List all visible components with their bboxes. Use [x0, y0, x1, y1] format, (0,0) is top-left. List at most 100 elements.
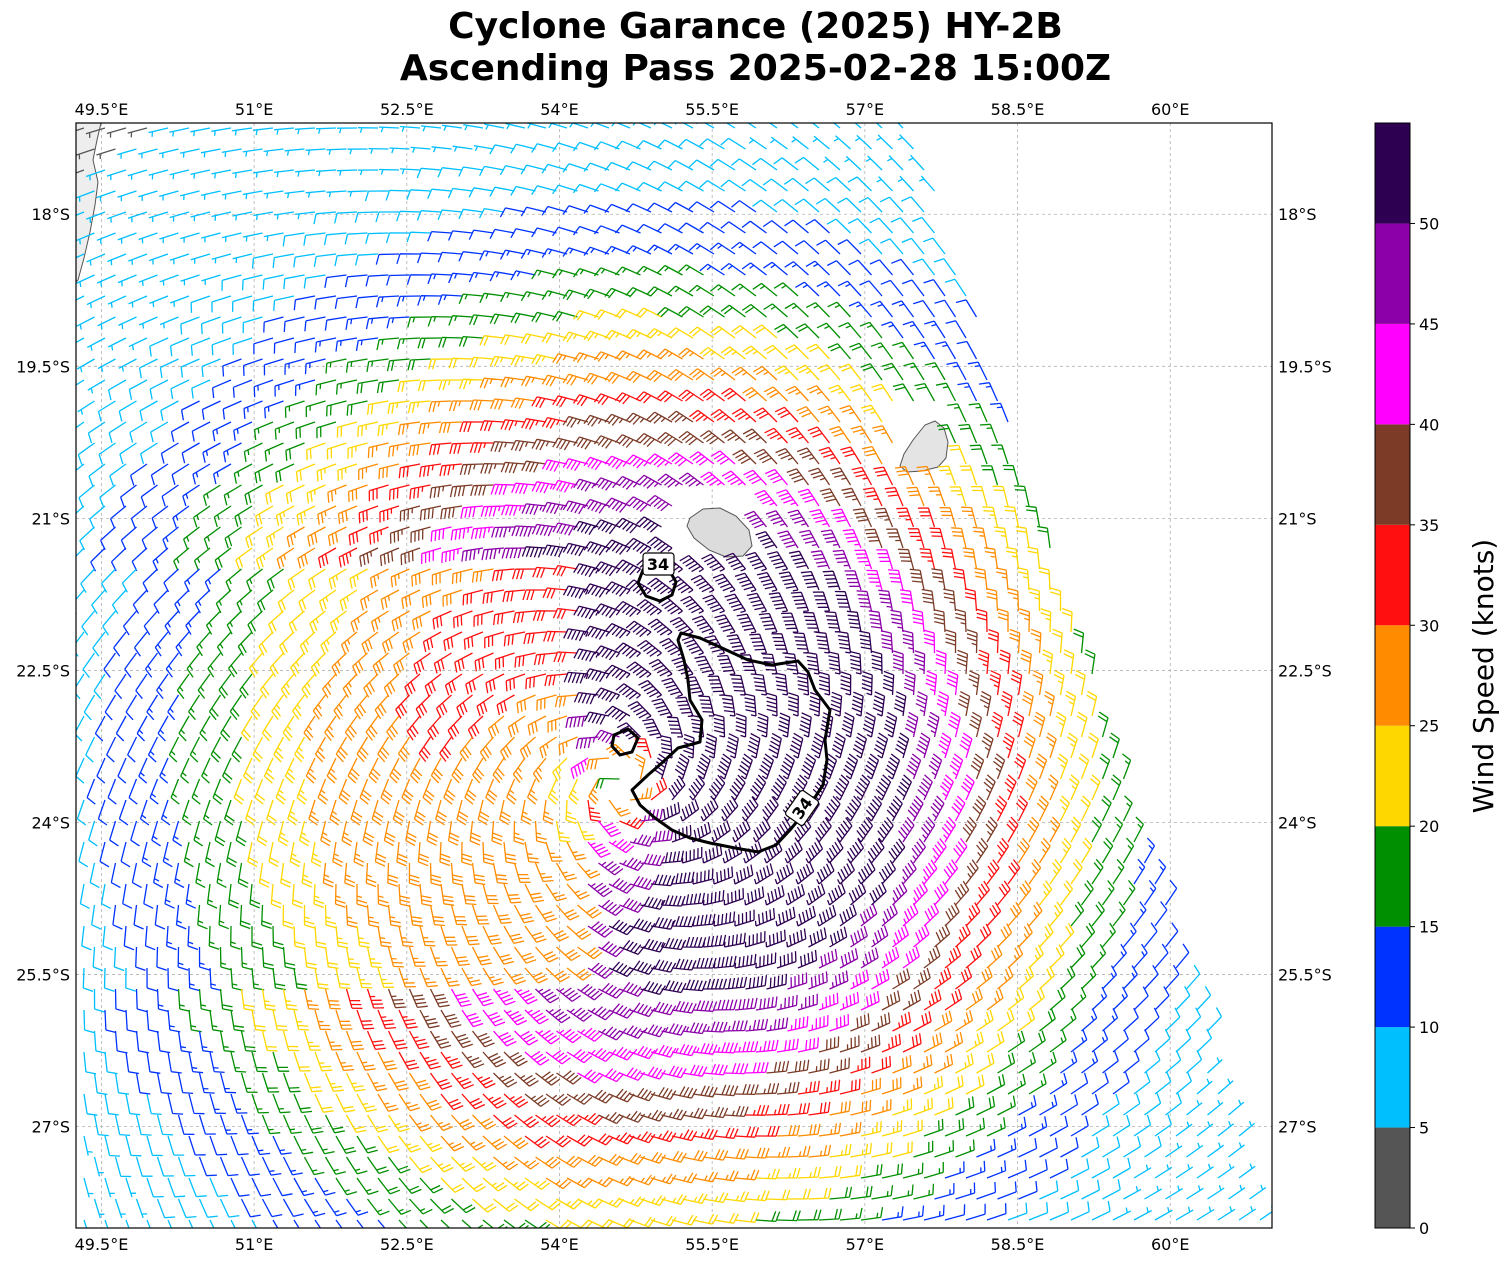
wind-barb-209 [201, 232, 221, 243]
wind-barb-790 [797, 488, 820, 507]
wind-barb-shape-463 [201, 358, 221, 377]
wind-barb-1132 [280, 673, 295, 699]
wind-barb-shape-837 [917, 507, 936, 528]
wind-barb-1203 [752, 673, 768, 696]
wind-barb-1209 [882, 670, 895, 696]
wind-barb-430 [396, 337, 421, 350]
wind-barb-910 [573, 563, 600, 578]
wind-barb-1079 [186, 652, 201, 678]
wind-barb-shape-1159 [849, 650, 862, 675]
wind-barb-shape-702 [689, 451, 715, 466]
wind-barb-shape-783 [562, 500, 589, 515]
wind-barb-24 [569, 123, 589, 129]
wind-barb-345 [417, 295, 442, 306]
wind-barb-1206 [818, 671, 831, 696]
wind-barb-379 [242, 316, 263, 334]
wind-barb-shape-364 [816, 281, 841, 297]
wind-barb-shape-1164 [956, 649, 969, 675]
wind-barb-1099 [593, 645, 621, 661]
wind-barb-shape-1172 [104, 694, 117, 721]
wind-barb-shape-582 [871, 383, 894, 402]
wind-barb-289 [138, 274, 158, 287]
wind-barb-765 [192, 505, 211, 528]
wind-barb-shape-53 [347, 148, 368, 155]
wind-barbs [76, 123, 1272, 1228]
wind-barb-shape-132 [305, 190, 326, 198]
wind-barb-shape-902 [411, 568, 431, 587]
wind-barb-908 [532, 566, 557, 579]
wind-barb-shape-881 [951, 527, 967, 549]
wind-barb-313 [635, 265, 662, 276]
wind-barb-1060 [781, 612, 799, 633]
wind-barb-shape-580 [828, 384, 852, 402]
wind-barb-1074 [82, 652, 96, 679]
wind-barb-487 [699, 346, 725, 360]
wind-barb-shape-92 [315, 169, 337, 177]
wind-barb-1246 [627, 701, 652, 719]
wind-barb-130 [263, 190, 284, 199]
wind-barb-1140 [444, 673, 463, 696]
wind-barb-449 [795, 323, 820, 339]
wind-barb-shape-527 [625, 370, 652, 383]
wind-barb-shape-937 [174, 589, 190, 614]
wind-barb-shape-565 [510, 397, 536, 409]
wind-barb-100 [479, 165, 505, 176]
wind-barb-shape-1126 [156, 673, 169, 700]
wind-barb-880 [929, 527, 946, 549]
wind-barb-shape-613 [583, 414, 610, 427]
wind-barb-shape-222 [468, 229, 494, 240]
wind-barb-shape-728 [368, 484, 389, 502]
wind-barb-shape-186 [562, 205, 589, 215]
wind-barb-1032 [196, 631, 211, 657]
wind-barb-952 [482, 589, 505, 604]
wind-barb-764 [172, 505, 190, 528]
wind-barb-624 [817, 405, 841, 423]
wind-barb-62 [531, 143, 557, 153]
wind-barb-shape-377 [200, 316, 221, 335]
wind-barb-498 [935, 341, 957, 360]
wind-barb-shape-1040 [361, 631, 379, 655]
wind-barb-220 [427, 230, 452, 242]
wind-barb-249 [169, 253, 190, 265]
wind-barb-1172 [104, 694, 117, 721]
wind-barb-shape-882 [972, 526, 988, 549]
wind-barb-shape-1039 [340, 631, 358, 655]
wind-barb-506 [191, 379, 211, 399]
wind-barb-292 [201, 274, 221, 285]
wind-barb-shape-525 [583, 372, 610, 385]
wind-barb-266 [520, 248, 547, 259]
wind-barb-shape-100 [479, 165, 505, 176]
wind-barb-1218 [1074, 670, 1086, 696]
wind-barb-shape-877 [864, 528, 883, 549]
wind-barb-399 [657, 306, 683, 318]
wind-barb-1149 [626, 661, 652, 679]
wind-barb-746 [743, 469, 767, 486]
wind-barb-shape-85 [169, 169, 190, 180]
wind-barb-794 [884, 486, 904, 507]
wind-barb-407 [827, 301, 851, 318]
wind-barb-662 [742, 428, 767, 444]
wind-barb-660 [699, 430, 725, 445]
wind-barb-943 [298, 589, 316, 612]
wind-barb-707 [796, 447, 820, 465]
wind-barb-384 [345, 316, 368, 330]
wind-barb-489 [742, 345, 767, 360]
wind-barb-451 [838, 322, 862, 339]
wind-barb-shape-1032 [196, 631, 211, 657]
wind-barb-shape-471 [366, 358, 389, 373]
wind-barb-shape-843 [76, 547, 85, 557]
wind-barb-shape-18 [442, 124, 463, 131]
wind-barb-86 [190, 169, 211, 179]
wind-barb-shape-1013 [790, 591, 810, 613]
wind-barb-shape-155 [783, 177, 809, 192]
wind-barb-612 [562, 415, 589, 428]
wind-barb-528 [646, 369, 673, 383]
wind-barb-1119 [1030, 628, 1042, 654]
wind-barb-133 [326, 190, 347, 198]
wind-barb-1221 [115, 715, 127, 742]
wind-barb-shape-488 [720, 346, 746, 360]
wind-barb-shape-923 [854, 549, 873, 570]
wind-barb-shape-67 [635, 140, 662, 150]
wind-barb-544 [77, 400, 95, 415]
wind-barb-shape-954 [522, 589, 546, 601]
